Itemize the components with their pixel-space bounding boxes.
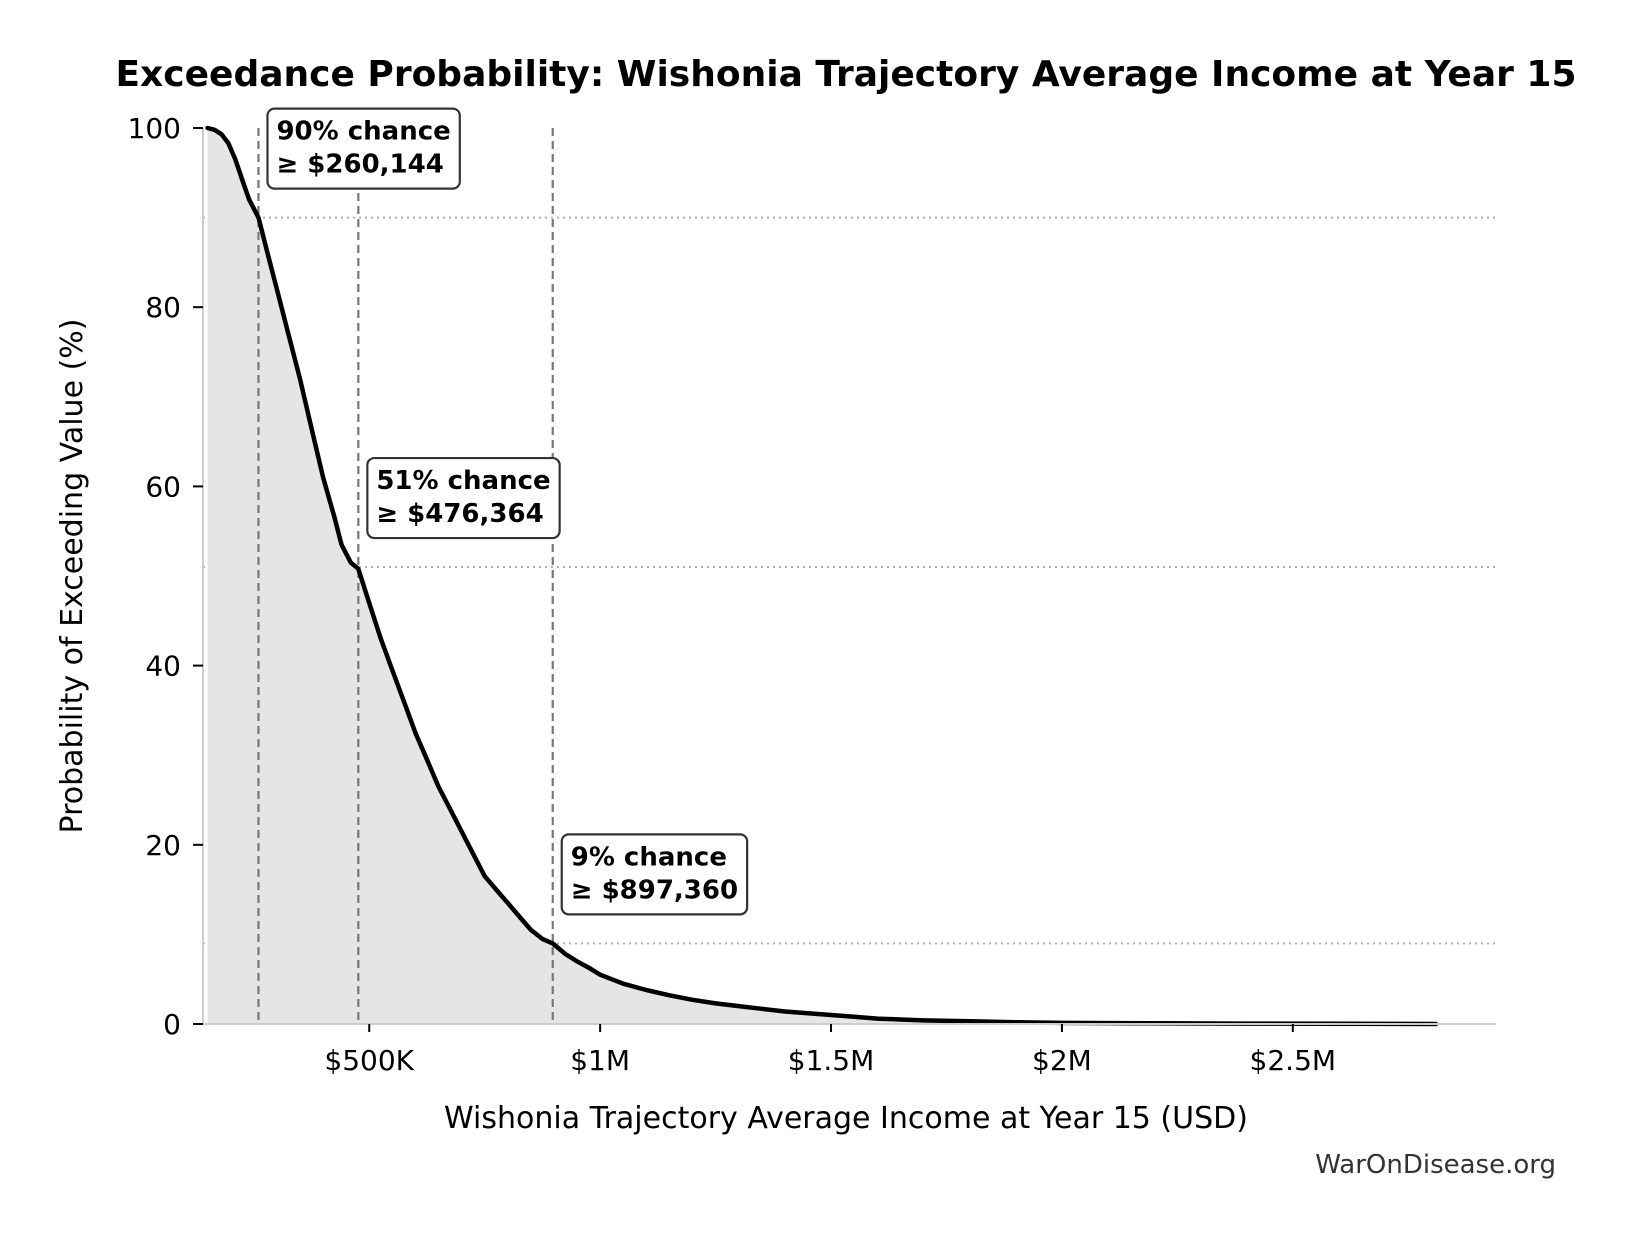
x-tick-label-1: $1M bbox=[570, 1044, 630, 1077]
y-tick-label-4: 80 bbox=[145, 291, 181, 324]
y-axis-ticks: 0 20 40 60 80 100 bbox=[128, 112, 203, 1041]
y-tick-label-0: 0 bbox=[163, 1008, 181, 1041]
annotation-line1-2: 9% chance bbox=[571, 842, 727, 872]
x-tick-label-3: $2M bbox=[1032, 1044, 1092, 1077]
y-tick-label-3: 60 bbox=[145, 470, 181, 503]
annotation-line2-0: ≥ $260,144 bbox=[276, 150, 443, 180]
plot-area: $500K $1M $1.5M $2M $2.5M 0 20 40 60 80 100 90% c… bbox=[128, 107, 1496, 1077]
x-axis-ticks: $500K $1M $1.5M $2M $2.5M bbox=[324, 1024, 1336, 1077]
chart-title: Exceedance Probability: Wishonia Traject… bbox=[115, 54, 1576, 95]
exceedance-curve bbox=[205, 125, 1439, 1027]
annotation-0: 90% chance≥ $260,144 bbox=[266, 107, 461, 190]
y-axis-label: Probability of Exceeding Value (%) bbox=[55, 319, 90, 834]
annotation-box-2 bbox=[560, 833, 749, 916]
annotation-box-1 bbox=[366, 456, 561, 540]
watermark-text: WarOnDisease.org bbox=[1315, 1150, 1556, 1180]
annotation-box-0 bbox=[266, 107, 461, 190]
x-tick-label-0: $500K bbox=[324, 1044, 414, 1077]
x-tick-label-2: $1.5M bbox=[788, 1044, 875, 1077]
y-tick-label-1: 20 bbox=[145, 829, 181, 862]
annotation-2: 9% chance≥ $897,360 bbox=[560, 833, 749, 916]
exceedance-area-fill bbox=[207, 128, 1437, 1024]
annotation-line2-2: ≥ $897,360 bbox=[571, 875, 738, 905]
x-axis-label: Wishonia Trajectory Average Income at Ye… bbox=[444, 1101, 1248, 1136]
y-tick-label-5: 100 bbox=[128, 112, 181, 145]
y-tick-label-2: 40 bbox=[145, 650, 181, 683]
annotations: 90% chance≥ $260,144 51% chance≥ $476,364… bbox=[266, 107, 749, 916]
annotation-line2-1: ≥ $476,364 bbox=[376, 499, 543, 529]
annotation-1: 51% chance≥ $476,364 bbox=[366, 456, 561, 540]
annotation-line1-1: 51% chance bbox=[376, 466, 550, 496]
x-tick-label-4: $2.5M bbox=[1250, 1044, 1337, 1077]
annotation-line1-0: 90% chance bbox=[276, 117, 450, 147]
